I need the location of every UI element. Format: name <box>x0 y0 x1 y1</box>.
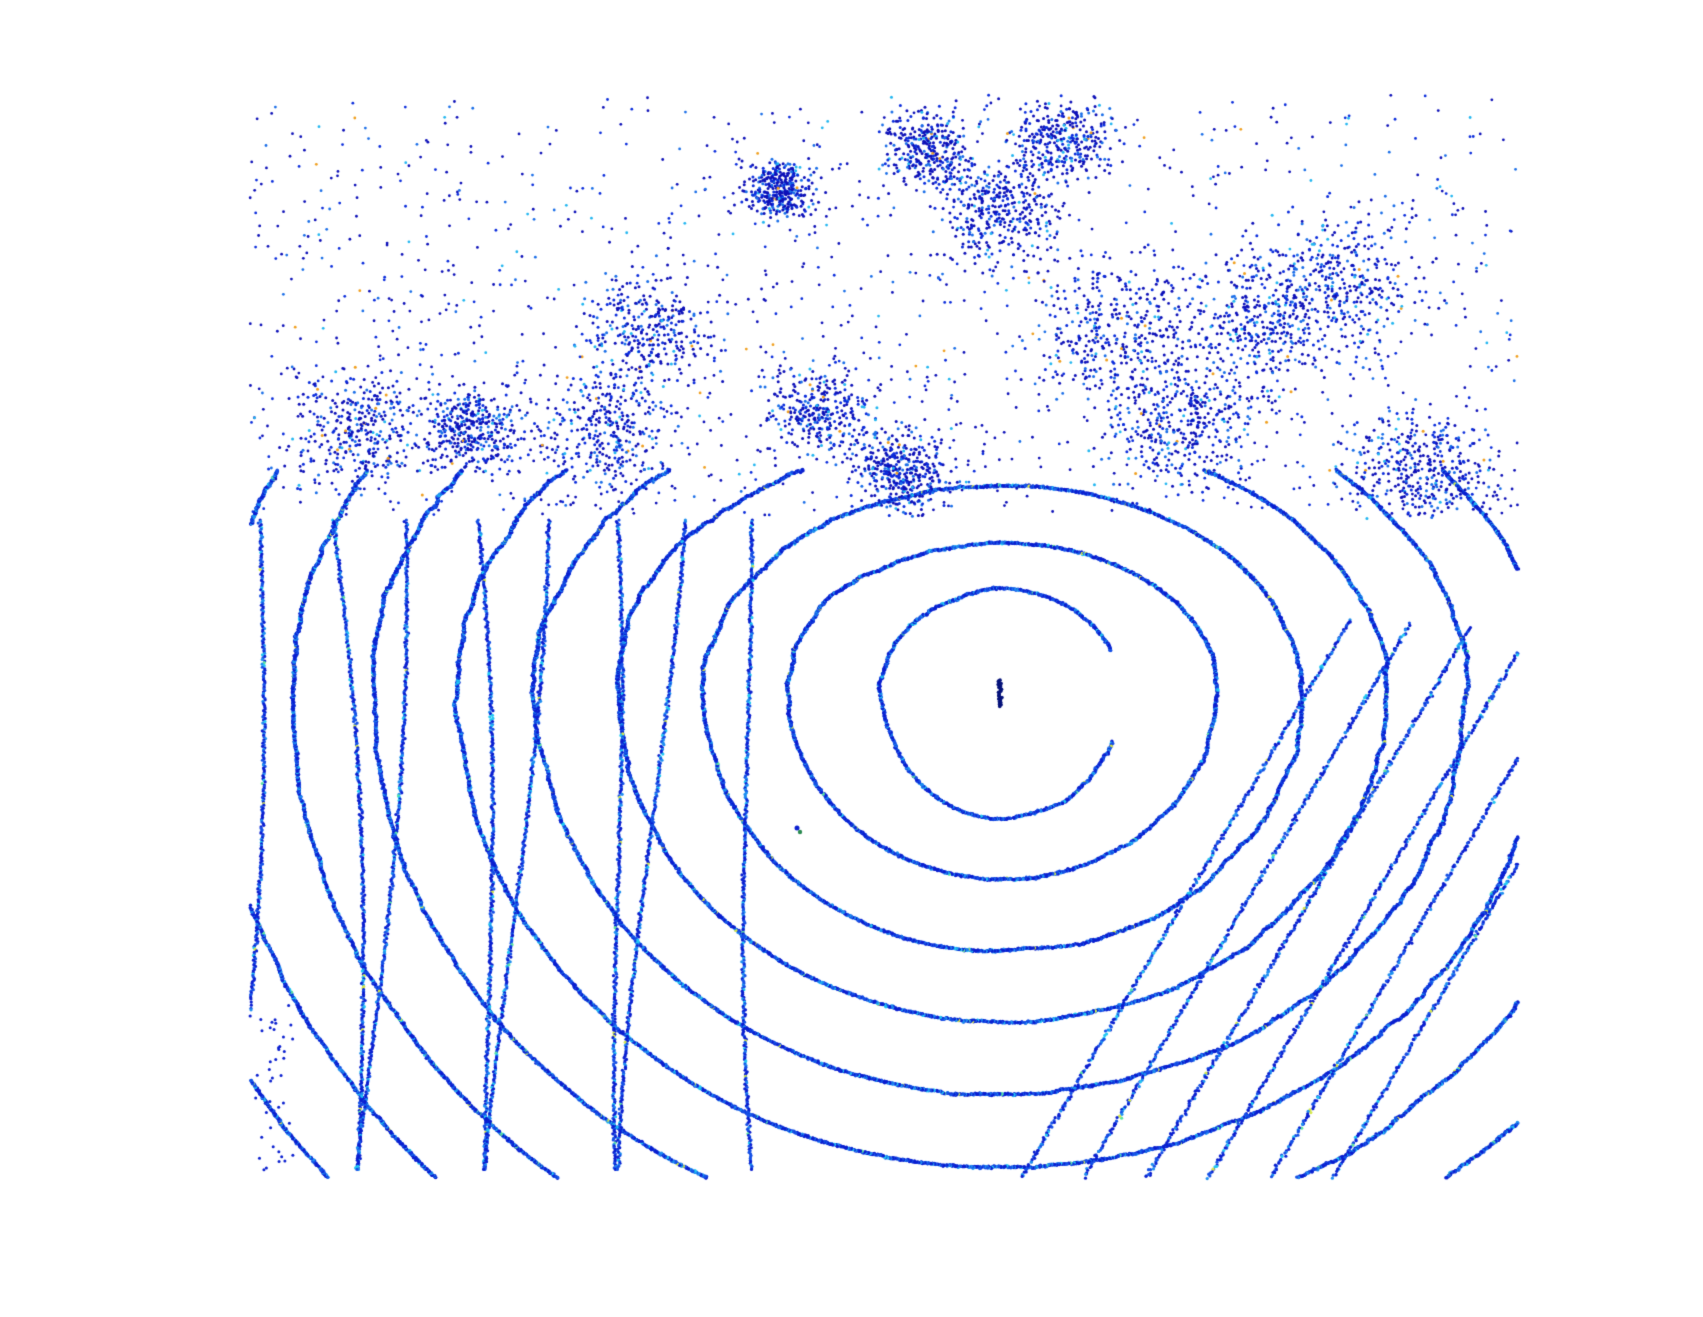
lidar-point-cloud <box>0 0 1703 1317</box>
